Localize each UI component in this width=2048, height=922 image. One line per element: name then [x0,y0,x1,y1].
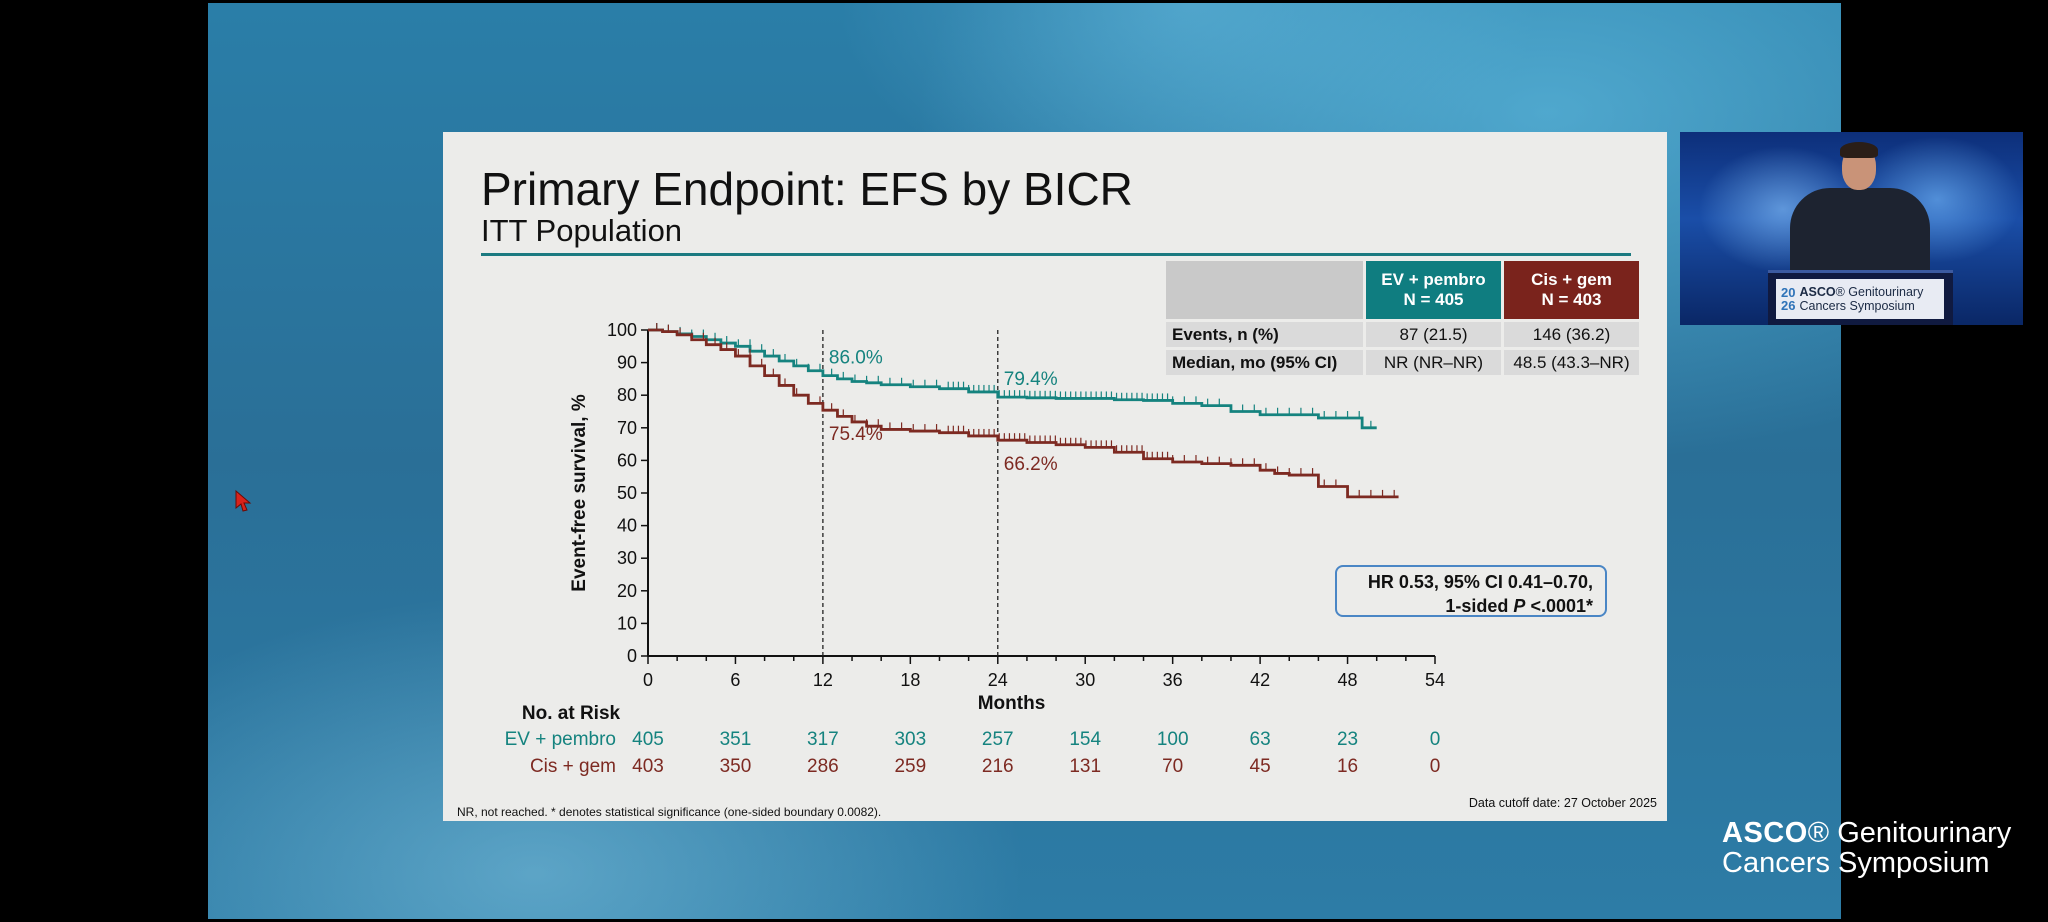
x-axis-label: Months [978,693,1046,714]
risk-count: 63 [1250,729,1271,750]
podium-sign-year: 20 26 [1781,286,1795,312]
x-tick-label: 24 [988,670,1008,690]
risk-count: 45 [1250,756,1271,777]
survival-annotation: 86.0% [829,348,883,369]
x-tick-label: 30 [1075,670,1095,690]
header-ev-n: N = 405 [1403,290,1464,309]
table-row: Median, mo (95% CI) NR (NR–NR) 48.5 (43.… [1166,350,1639,375]
risk-count: 16 [1337,756,1358,777]
risk-count: 317 [807,729,839,750]
risk-count: 131 [1069,756,1101,777]
row-label-events: Events, n (%) [1166,322,1363,347]
x-tick-label: 48 [1338,670,1358,690]
hr-sided: 1-sided [1445,596,1514,616]
hr-line-1: HR 0.53, 95% CI 0.41–0.70, [1367,572,1593,592]
logo-line1-rest: ® Genitourinary [1807,817,2012,849]
logo-line1: ASCO® Genitourinary [1722,818,2011,848]
survival-annotation: 66.2% [1004,454,1058,475]
hr-p-value: <.0001* [1525,596,1593,616]
risk-row-label: EV + pembro [505,729,616,750]
y-tick-label: 20 [617,581,637,601]
y-tick-label: 80 [617,385,637,405]
risk-count: 70 [1162,756,1183,777]
slide-subtitle: ITT Population [481,213,683,248]
risk-count: 154 [1069,729,1101,750]
x-tick-label: 36 [1163,670,1183,690]
y-tick-label: 30 [617,548,637,568]
y-tick-label: 0 [627,646,637,666]
conference-stage-background: Primary Endpoint: EFS by BICR ITT Popula… [208,3,2023,919]
events-summary-table: EV + pembro N = 405 Cis + gem N = 403 Ev… [1163,258,1642,378]
presentation-slide: Primary Endpoint: EFS by BICR ITT Popula… [443,132,1667,821]
x-tick-label: 6 [730,670,740,690]
risk-count: 403 [632,756,664,777]
events-cis-value: 146 (36.2) [1504,322,1639,347]
x-tick-label: 12 [813,670,833,690]
speaker-hair [1840,142,1878,158]
podium-sign-line1: ASCO® Genitourinary [1799,285,1923,299]
risk-count: 351 [720,729,752,750]
risk-count: 216 [982,756,1014,777]
table-header-row: EV + pembro N = 405 Cis + gem N = 403 [1166,261,1639,319]
risk-count: 100 [1157,729,1189,750]
data-cutoff-note: Data cutoff date: 27 October 2025 [1468,796,1657,810]
speaker-video-feed: 20 26 ASCO® Genitourinary Cancers Sympos… [1680,132,2023,325]
table-header-cis-gem: Cis + gem N = 403 [1504,261,1639,319]
table-corner-cell [1166,261,1363,319]
podium-sign: 20 26 ASCO® Genitourinary Cancers Sympos… [1776,279,1944,319]
y-tick-label: 90 [617,353,637,373]
median-ev-value: NR (NR–NR) [1366,350,1501,375]
risk-count: 259 [894,756,926,777]
table-row: Events, n (%) 87 (21.5) 146 (36.2) [1166,322,1639,347]
logo-line2: Cancers Symposium [1722,847,1990,879]
median-cis-value: 48.5 (43.3–NR) [1504,350,1639,375]
risk-count: 303 [894,729,926,750]
title-divider [481,253,1631,256]
hr-line-2: 1-sided P <.0001* [1337,594,1593,618]
risk-count: 0 [1430,756,1441,777]
risk-count: 0 [1430,729,1441,750]
x-tick-label: 18 [900,670,920,690]
risk-count: 257 [982,729,1014,750]
y-tick-label: 100 [607,320,637,340]
podium-line1-rest: ® Genitourinary [1835,285,1924,299]
header-ev-arm: EV + pembro [1381,270,1486,289]
survival-annotation: 75.4% [829,424,883,445]
hr-p-symbol: P [1513,596,1526,616]
km-curve-ev-pembro [648,328,1377,430]
row-label-median: Median, mo (95% CI) [1166,350,1363,375]
events-ev-value: 87 (21.5) [1366,322,1501,347]
y-axis-label: Event-free survival, % [569,394,590,592]
podium-sign-line2: Cancers Symposium [1799,299,1915,313]
logo-brand: ASCO [1722,817,1808,849]
header-cis-n: N = 403 [1541,290,1602,309]
podium-year-top: 20 [1781,285,1796,300]
header-cis-arm: Cis + gem [1531,270,1612,289]
slide-title: Primary Endpoint: EFS by BICR [481,163,1133,215]
x-tick-label: 0 [643,670,653,690]
x-tick-label: 42 [1250,670,1270,690]
risk-count: 405 [632,729,664,750]
risk-count: 23 [1337,729,1358,750]
hazard-ratio-box: HR 0.53, 95% CI 0.41–0.70, 1-sided P <.0… [1335,565,1607,617]
risk-count: 286 [807,756,839,777]
asco-gu-logo: ASCO® Genitourinary Cancers Symposium [1722,818,2011,878]
x-tick-label: 54 [1425,670,1445,690]
risk-row-label: Cis + gem [530,756,616,777]
podium-sign-text: ASCO® Genitourinary Cancers Symposium [1799,285,1923,313]
survival-annotation: 79.4% [1004,369,1058,390]
y-tick-label: 60 [617,450,637,470]
mouse-cursor-icon [235,489,252,512]
table-header-ev-pembro: EV + pembro N = 405 [1366,261,1501,319]
y-tick-label: 50 [617,483,637,503]
podium-brand: ASCO [1799,285,1836,299]
y-tick-label: 40 [617,516,637,536]
podium-year-bottom: 26 [1781,298,1796,313]
y-tick-label: 70 [617,418,637,438]
slide-footnote: NR, not reached. * denotes statistical s… [457,805,882,819]
y-tick-label: 10 [617,613,637,633]
risk-table-title: No. at Risk [522,703,621,724]
risk-count: 350 [720,756,752,777]
